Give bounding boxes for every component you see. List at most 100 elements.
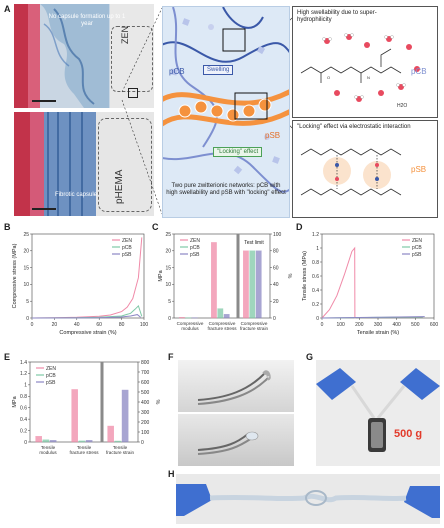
x-tick-label: 0 (31, 322, 34, 328)
photo-g: 500 g (316, 360, 440, 466)
bar-zen (71, 389, 78, 443)
y-tick-label: 0.4 (312, 288, 319, 294)
y-right-axis-label: % (286, 274, 292, 279)
y-left-tick-label: 0.2 (20, 428, 27, 434)
bar-psb (223, 314, 230, 319)
y-left-tick-label: 1 (24, 383, 27, 389)
test-limit-label: Test limit (244, 240, 264, 246)
y-tick-label: 15 (23, 265, 29, 271)
bar-pcb (42, 439, 50, 443)
legend-label-zen: ZEN (122, 238, 132, 244)
y-left-tick-label: 0.8 (20, 394, 27, 400)
psb-structure (300, 148, 402, 196)
legend-label-zen: ZEN (46, 366, 56, 372)
panel-label-d: D (296, 222, 303, 232)
axis-separator (100, 362, 104, 442)
y-left-axis-label: MPa (12, 395, 18, 407)
box1-water: H2O (397, 103, 408, 109)
scale-bar-zen (32, 100, 56, 102)
y-tick-label: 10 (23, 282, 29, 288)
zoom-line-top (121, 7, 163, 93)
y-right-tick-label: 0 (141, 440, 144, 446)
y-left-tick-label: 0 (24, 440, 27, 446)
x-tick-label: 20 (52, 322, 58, 328)
bar-zen (211, 242, 217, 319)
x-tick-label: 40 (74, 322, 80, 328)
weight-label: 500 g (394, 428, 423, 440)
chart-b: 0 20 40 60 80 100 0 5 10 15 20 25 Compressive strain… (12, 232, 148, 336)
zen-caption: No capsule formation up to 1 year (48, 14, 126, 27)
legend-label-psb: pSB (46, 380, 56, 386)
axis-separator (236, 234, 240, 318)
legend-label-psb: pSB (190, 252, 200, 258)
zen-implant-outline (111, 26, 153, 92)
photo-f-top (178, 360, 294, 412)
x-axis-label: Tensile strain (%) (357, 330, 399, 336)
zoom-line-bottom (121, 99, 163, 215)
panel-label-a: A (4, 4, 11, 14)
y-right-tick-label: 40 (273, 282, 279, 288)
histology-phema-image: pHEMA Fibrotic capsule (14, 112, 154, 216)
y-left-tick-label: 0.6 (20, 406, 27, 412)
panel-label-b: B (4, 222, 11, 232)
category-label: Tensile (77, 445, 92, 450)
y-right-tick-label: 80 (273, 249, 279, 255)
y-right-tick-label: 100 (141, 430, 150, 436)
fibrotic-label: Fibrotic capsule (54, 192, 98, 198)
bar-zen (35, 436, 43, 443)
y-right-tick-label: 0 (273, 316, 276, 322)
panel-label-e: E (4, 352, 11, 362)
chart-d: 0 100 200 300 400 500 600 0 0.2 0.4 0.6 0.8 1 1.2 Tens… (302, 232, 439, 336)
y-tick-label: 0.6 (312, 274, 319, 280)
y-tick-label: 0.2 (312, 302, 319, 308)
bar-zen (242, 250, 249, 319)
y-left-tick-label: 10 (165, 282, 171, 288)
y-tick-label: 25 (23, 232, 29, 238)
y-right-tick-label: 200 (141, 420, 150, 426)
y-right-tick-label: 20 (273, 299, 279, 305)
histology-zen-texture (14, 4, 154, 108)
y-left-tick-label: 15 (165, 265, 171, 271)
legend-label-zen: ZEN (190, 238, 200, 244)
panel-label-c: C (152, 222, 159, 232)
box1-title: High swellability due to super-hydrophil… (297, 10, 377, 23)
x-tick-label: 100 (336, 322, 345, 328)
bar-zen (107, 425, 114, 443)
panel-label-g: G (306, 352, 314, 362)
category-label: fracture strain (106, 450, 135, 455)
panel-label-h: H (168, 469, 175, 479)
y-axis-label: Compressive stress (MPa) (12, 243, 18, 308)
y-left-tick-label: 0 (168, 316, 171, 322)
category-label: Compressive (209, 321, 236, 326)
bar-pcb (217, 308, 224, 319)
category-label: Compressive (241, 321, 268, 326)
histology-phema-texture (14, 112, 154, 216)
y-right-tick-label: 500 (141, 390, 150, 396)
category-label: fracture stress (207, 326, 237, 331)
x-tick-label: 500 (411, 322, 420, 328)
y-left-tick-label: 0.4 (20, 417, 27, 423)
legend-label-pcb: pCB (46, 373, 56, 379)
y-right-axis-label: % (154, 400, 160, 405)
psb-chemistry-box: "Locking" effect via electrostatic inter… (292, 120, 438, 218)
y-tick-label: 0 (26, 316, 29, 322)
y-tick-label: 20 (23, 249, 29, 255)
category-label: Tensile (41, 445, 56, 450)
panel-label-f: F (168, 352, 174, 362)
photo-h (176, 474, 440, 524)
x-tick-label: 600 (430, 322, 439, 328)
y-right-tick-label: 100 (273, 232, 282, 238)
category-label: Compressive (177, 321, 204, 326)
x-tick-label: 400 (392, 322, 401, 328)
series-line-psb (321, 316, 425, 319)
y-tick-label: 0.8 (312, 260, 319, 266)
legend-label-psb: pSB (412, 252, 422, 258)
bar-psb (255, 250, 262, 319)
y-right-tick-label: 700 (141, 370, 150, 376)
y-axis-label: Tensile stress (MPa) (302, 251, 308, 301)
category-label: fracture strain (240, 326, 269, 331)
y-right-tick-label: 60 (273, 265, 279, 271)
series-line-zen (321, 246, 356, 319)
bar-pcb (114, 440, 122, 443)
legend-label-pcb: pCB (190, 245, 200, 251)
